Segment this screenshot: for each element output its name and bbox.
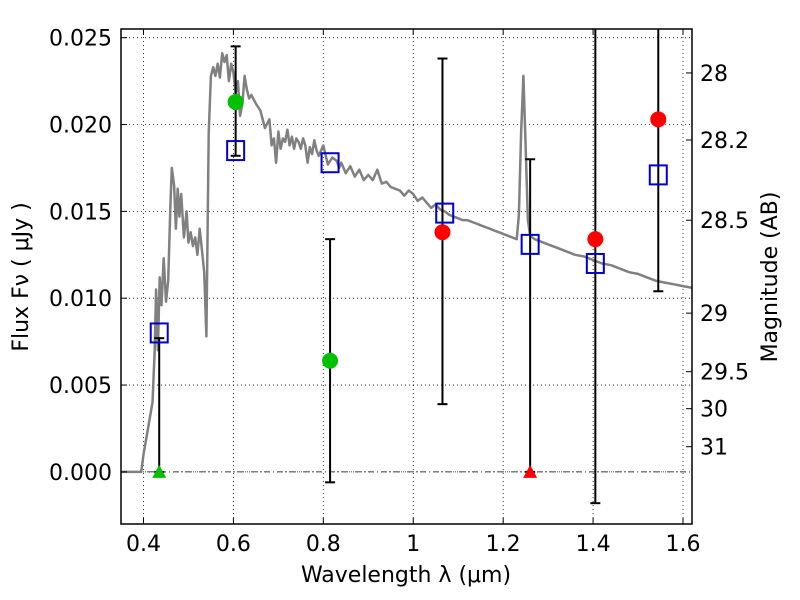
blue-square-point-1 xyxy=(226,140,246,162)
x-tick-label-2: 0.8 xyxy=(306,532,341,557)
y2-tick-label-1: 28.2 xyxy=(700,129,749,154)
y2-tick-label-6: 31 xyxy=(700,436,728,461)
x-tick-label-6: 1.6 xyxy=(666,532,701,557)
red-triangle-point-0 xyxy=(523,464,538,478)
x-axis-label: Wavelength λ (μm) xyxy=(301,563,511,588)
blue-square-point-0 xyxy=(149,322,169,344)
y2-tick-label-4: 29.5 xyxy=(700,361,749,386)
data-points-layer xyxy=(149,93,668,478)
blue-square-point-2 xyxy=(320,152,340,174)
x-tick-label-1: 0.6 xyxy=(216,532,251,557)
y2-tick-label-5: 30 xyxy=(700,398,728,423)
y-axis-label: Flux Fν ( μJy ) xyxy=(9,202,34,351)
model-spectrum-layer xyxy=(121,52,692,474)
y-tick-label-0: 0.000 xyxy=(49,461,112,486)
x-tick-label-3: 1 xyxy=(406,532,420,557)
green-circle-point-0 xyxy=(227,93,244,110)
green-circle-point-1 xyxy=(322,352,339,369)
blue-square-point-5 xyxy=(585,252,605,274)
x-tick-label-4: 1.2 xyxy=(486,532,521,557)
y-tick-label-1: 0.005 xyxy=(49,374,112,399)
red-circle-point-2 xyxy=(650,111,667,128)
red-circle-point-1 xyxy=(587,231,604,248)
y2-tick-label-0: 28 xyxy=(700,62,728,87)
blue-square-point-3 xyxy=(435,202,455,224)
y-tick-label-2: 0.010 xyxy=(49,287,112,312)
x-tick-label-0: 0.4 xyxy=(126,532,161,557)
y2-axis-label: Magnitude (AB) xyxy=(758,192,783,363)
y2-tick-label-2: 28.5 xyxy=(700,209,749,234)
green-triangle-point-0 xyxy=(152,464,167,478)
x-tick-label-5: 1.4 xyxy=(576,532,611,557)
y2-axis-ticks: 28 28.2 28.5 29 29.5 30 31 xyxy=(686,62,749,461)
model-spectrum-line xyxy=(121,52,692,474)
grid-lines xyxy=(121,29,692,524)
y2-tick-label-3: 29 xyxy=(700,302,728,327)
x-axis-ticks: 0.4 0.6 0.8 1 1.2 1.4 1.6 xyxy=(126,29,701,557)
blue-square-point-6 xyxy=(648,164,668,186)
plot-frame xyxy=(120,28,693,525)
y-axis-ticks: 0.000 0.005 0.010 0.015 0.020 0.025 xyxy=(49,27,127,486)
y-tick-label-5: 0.025 xyxy=(49,27,112,52)
red-circle-point-0 xyxy=(434,224,451,241)
y-tick-label-4: 0.020 xyxy=(49,114,112,139)
y-tick-label-3: 0.015 xyxy=(49,200,112,225)
blue-square-point-4 xyxy=(520,233,540,255)
